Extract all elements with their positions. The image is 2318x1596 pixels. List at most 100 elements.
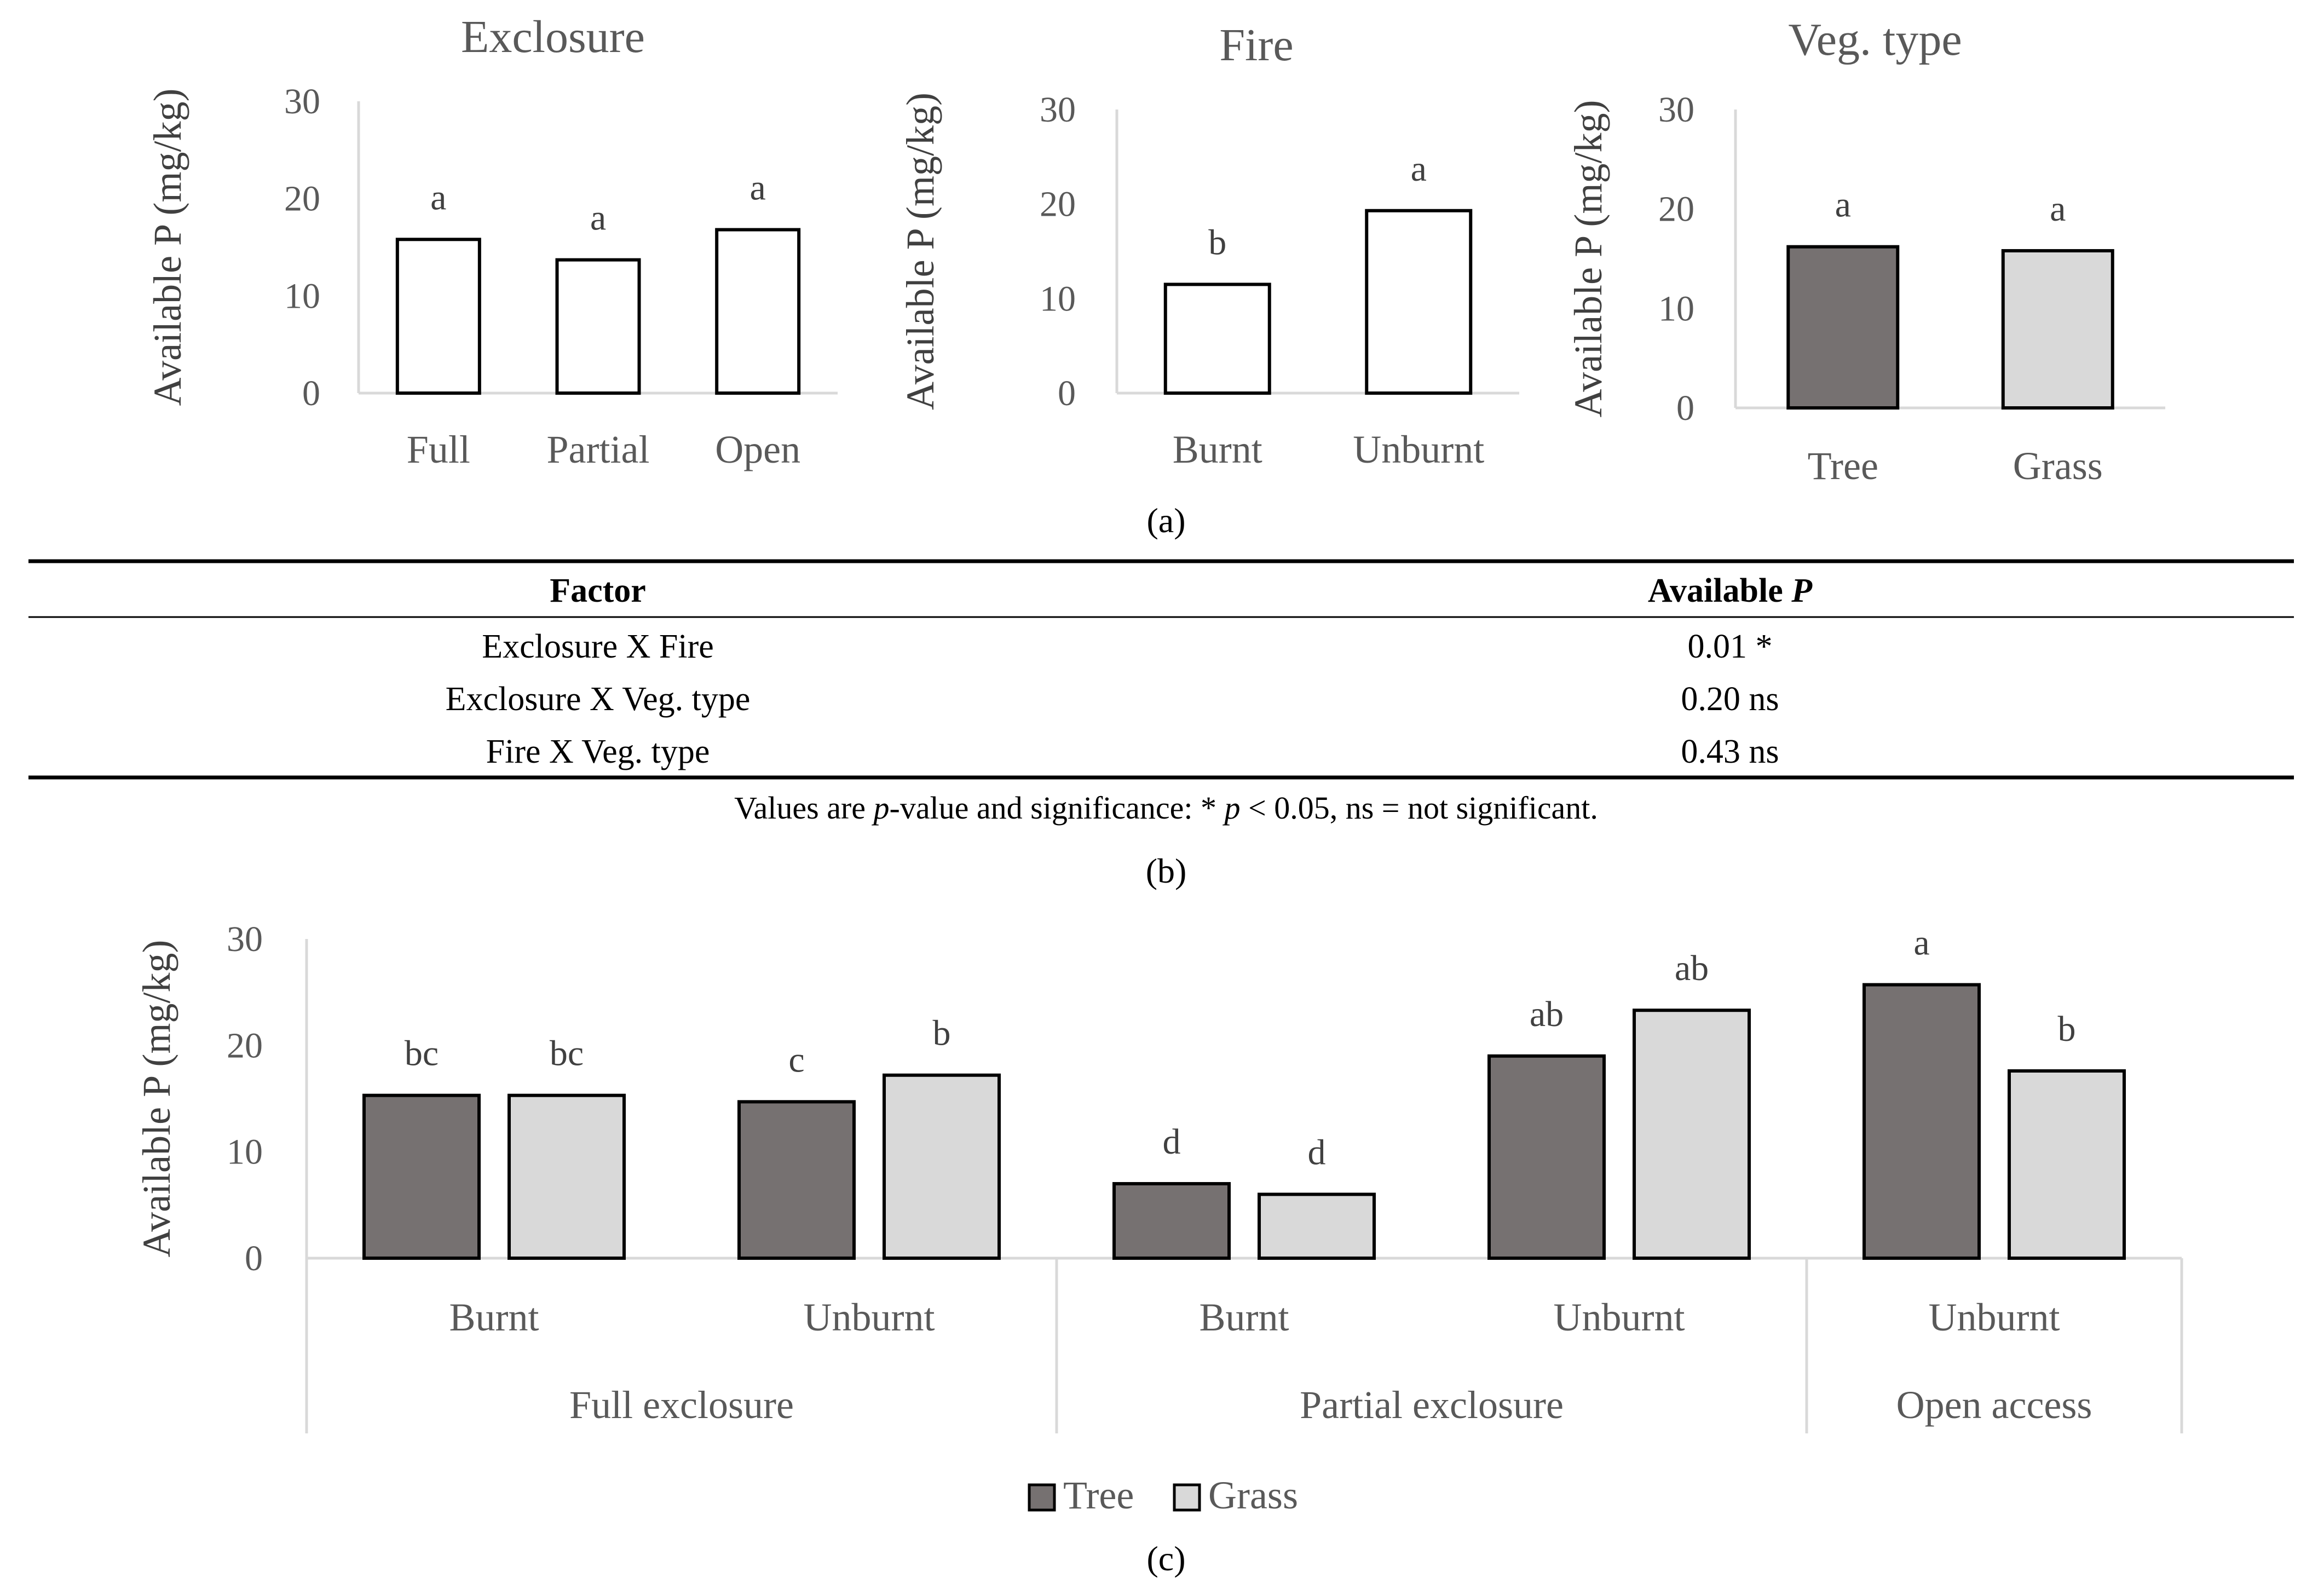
bar-grass: [1633, 1009, 1751, 1260]
significance-letter: b: [1208, 222, 1226, 262]
significance-letter: a: [590, 198, 606, 238]
bar-partial: [555, 258, 641, 395]
significance-letter: c: [788, 1040, 804, 1080]
table-note-part3: < 0.05, ns = not significant.: [1240, 790, 1598, 826]
table-row-factor: Exclosure X Fire: [482, 628, 714, 665]
significance-letter: bc: [550, 1034, 584, 1074]
legend-label-tree: Tree: [1063, 1473, 1134, 1517]
y-tick-label: 10: [1040, 279, 1076, 319]
significance-letter: a: [1835, 185, 1851, 225]
chart-title: Exclosure: [461, 11, 645, 62]
table-note-italic1: p: [872, 790, 890, 826]
x-subgroup-label: Unburnt: [1554, 1295, 1685, 1339]
interaction-table: Factor Available P Exclosure X Fire 0.01…: [28, 559, 2294, 826]
table-row-value: 0.20 ns: [1681, 681, 1779, 718]
y-tick-label: 10: [284, 276, 320, 316]
x-subgroup-label: Unburnt: [804, 1295, 935, 1339]
bar-tree: [1487, 1054, 1606, 1260]
table-note-part2: -value and significance: *: [890, 790, 1225, 826]
x-group-label: Partial exclosure: [1300, 1383, 1564, 1427]
significance-letter: ab: [1530, 994, 1564, 1034]
y-tick-label: 20: [1040, 185, 1076, 224]
y-tick-label: 30: [1040, 90, 1076, 130]
y-tick-label: 10: [1658, 289, 1694, 329]
significance-letter: d: [1308, 1132, 1326, 1172]
y-tick-label: 10: [227, 1132, 263, 1172]
x-tick-label: Unburnt: [1353, 428, 1484, 471]
x-group-label: Full exclosure: [569, 1383, 794, 1427]
bar-grass: [1258, 1192, 1376, 1260]
significance-letter: a: [1411, 149, 1427, 189]
y-axis-label: Available P (mg/kg): [898, 93, 942, 410]
bar-tree: [362, 1093, 481, 1260]
x-tick-label: Burnt: [1173, 428, 1262, 471]
bar-grass: [2008, 1069, 2126, 1260]
y-tick-label: 0: [1058, 373, 1076, 413]
panel-label-a: (a): [1146, 501, 1185, 540]
significance-letter: a: [750, 168, 766, 208]
header-available-text: Available: [1648, 572, 1791, 609]
bar-grass: [508, 1093, 626, 1260]
y-tick-label: 0: [245, 1238, 263, 1278]
y-axis-label: Available P (mg/kg): [1566, 100, 1610, 418]
chart-title: Fire: [1219, 20, 1293, 71]
x-tick-label: Grass: [2013, 444, 2103, 488]
significance-letter: d: [1163, 1122, 1181, 1162]
bar-tree: [1786, 245, 1900, 410]
bar-open: [715, 228, 801, 395]
bar-tree: [1112, 1182, 1231, 1260]
significance-letter: b: [2058, 1009, 2076, 1049]
bar-tree: [737, 1100, 856, 1260]
table-header-factor: Factor: [550, 572, 646, 609]
chart-title: Veg. type: [1788, 14, 1962, 65]
x-tick-label: Tree: [1808, 444, 1878, 488]
table-note-part1: Values are: [734, 790, 873, 826]
y-tick-label: 30: [1658, 90, 1694, 130]
legend-swatch-grass: [1173, 1483, 1201, 1512]
chart-veg-type: Veg. type Available P (mg/kg) 0 10 20 30 a Tree…: [1566, 14, 2165, 488]
chart-exclosure: Exclosure Available P (mg/kg) 0 10 20 30 a Full…: [146, 11, 838, 471]
significance-letter: a: [2050, 189, 2066, 229]
y-tick-label: 30: [284, 82, 320, 122]
table-note: Values are p-value and significance: * p…: [734, 790, 1598, 826]
y-tick-label: 0: [1676, 388, 1694, 428]
x-subgroup-label: Burnt: [1199, 1295, 1289, 1339]
significance-letter: a: [1913, 923, 1929, 963]
y-tick-label: 30: [227, 919, 263, 959]
significance-letter: ab: [1675, 948, 1709, 988]
table-row-factor: Exclosure X Veg. type: [446, 681, 751, 718]
significance-letter: a: [430, 177, 446, 217]
x-subgroup-label: Burnt: [449, 1295, 539, 1339]
header-available-p: P: [1791, 572, 1813, 609]
panel-label-c: (c): [1146, 1539, 1185, 1578]
table-row-value: 0.01 *: [1688, 628, 1773, 665]
panel-label-b: (b): [1146, 851, 1187, 890]
table-row-value: 0.43 ns: [1681, 733, 1779, 770]
x-tick-label: Open: [715, 428, 800, 471]
y-tick-label: 20: [1658, 189, 1694, 229]
bar-burnt: [1163, 283, 1271, 395]
y-tick-label: 20: [227, 1025, 263, 1065]
y-tick-label: 20: [284, 179, 320, 219]
table-header-available: Available P: [1648, 572, 1813, 609]
y-tick-label: 0: [302, 373, 320, 413]
x-tick-label: Full: [407, 428, 470, 471]
x-group-label: Open access: [1896, 1383, 2092, 1427]
bar-grass: [2001, 249, 2114, 410]
bar-tree: [1863, 983, 1981, 1260]
legend-swatch-tree: [1028, 1483, 1056, 1512]
bar-unburnt: [1365, 209, 1473, 395]
x-subgroup-label: Unburnt: [1929, 1295, 2060, 1339]
chart-fire: Fire Available P (mg/kg) 0 10 20 30 b Burnt a Unb…: [898, 20, 1519, 471]
legend-label-grass: Grass: [1208, 1473, 1298, 1517]
significance-letter: b: [933, 1013, 951, 1053]
legend: Tree Grass: [1028, 1473, 1298, 1517]
y-axis-label: Available P (mg/kg): [135, 940, 178, 1258]
bar-full: [395, 238, 481, 395]
y-axis-label: Available P (mg/kg): [146, 89, 189, 406]
significance-letter: bc: [405, 1034, 439, 1074]
x-tick-label: Partial: [547, 428, 650, 471]
bar-grass: [883, 1073, 1001, 1260]
